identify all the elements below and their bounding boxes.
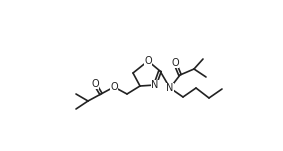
Text: O: O (171, 58, 179, 68)
Text: O: O (91, 79, 99, 89)
Text: N: N (166, 83, 174, 93)
Text: O: O (110, 82, 118, 92)
Text: O: O (144, 56, 152, 66)
Text: N: N (151, 80, 159, 90)
